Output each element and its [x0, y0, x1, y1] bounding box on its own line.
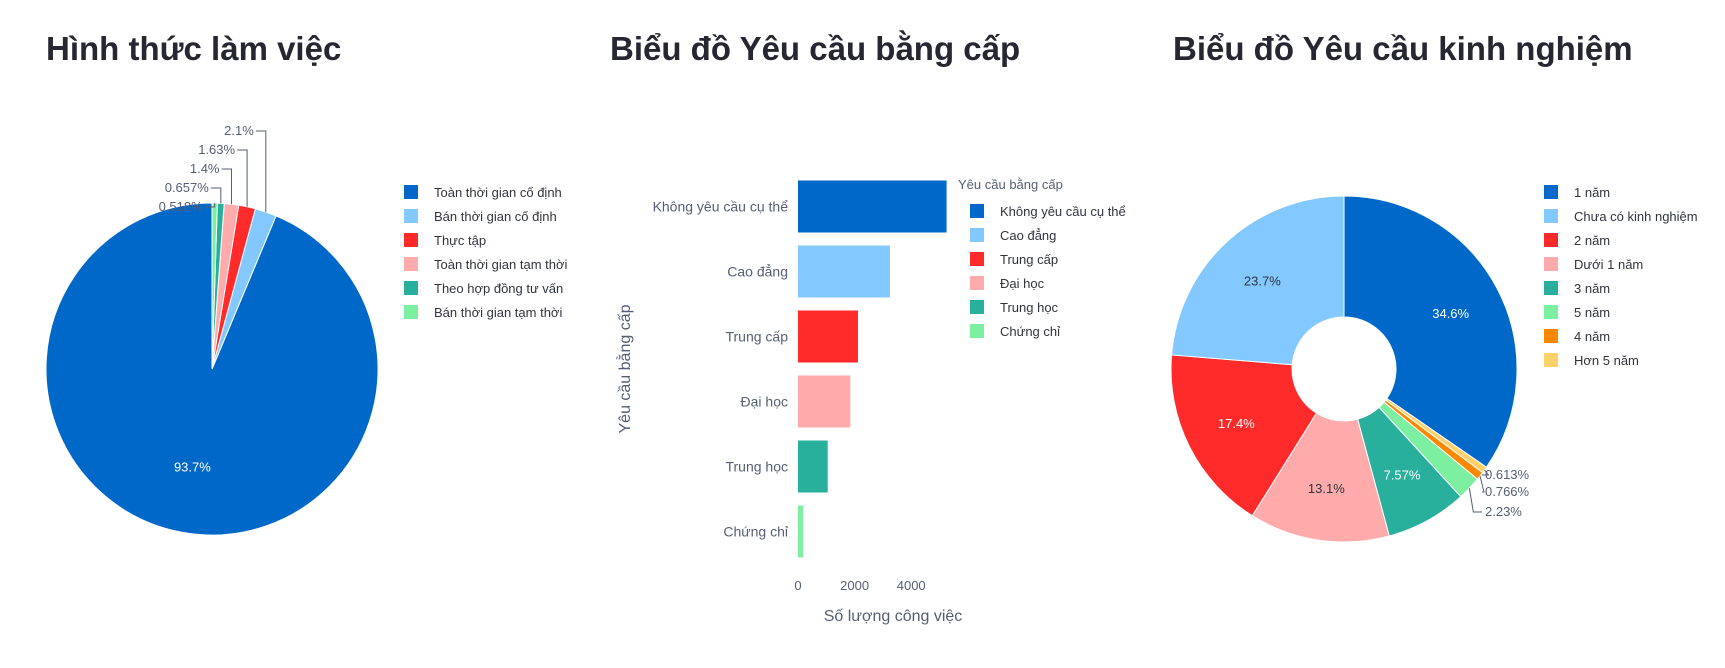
- bar-category-label-khong-yeu-cau-cu-the: Không yêu cầu cụ thể: [653, 199, 789, 215]
- bar-category-label-trung-hoc: Trung học: [725, 459, 788, 475]
- work-type-legend-label-theo-hop-dong-tu-van: Theo hợp đồng tư vấn: [434, 281, 563, 296]
- donut-slice-duoi-1-nam[interactable]: [1251, 412, 1390, 543]
- donut-value-label-4-nam: 0.766%: [1485, 484, 1530, 499]
- degree-legend-swatch-cao-dang[interactable]: [970, 228, 984, 242]
- pie-leader-line-thuc-tap: [237, 149, 248, 207]
- bar-cao-dang[interactable]: [798, 245, 890, 298]
- work-type-legend-swatch-toan-thoi-gian-tam-thoi[interactable]: [404, 257, 418, 271]
- experience-legend-label-hon-5-nam: Hơn 5 năm: [1574, 353, 1639, 368]
- x-tick-label-4000: 4000: [897, 578, 926, 593]
- experience-chart-title: Biểu đồ Yêu cầu kinh nghiệm: [1173, 30, 1633, 67]
- donut-value-label-2-nam: 17.4%: [1218, 416, 1255, 431]
- donut-value-label-hon-5-nam: 0.613%: [1485, 467, 1530, 482]
- experience-legend-swatch-5-nam[interactable]: [1544, 305, 1558, 319]
- experience-legend-swatch-duoi-1-nam[interactable]: [1544, 257, 1558, 271]
- experience-legend-label-4-nam: 4 năm: [1574, 329, 1610, 344]
- donut-value-label-5-nam: 2.23%: [1485, 504, 1522, 519]
- degree-legend-label-trung-cap: Trung cấp: [1000, 252, 1058, 267]
- degree-legend: Yêu cầu bằng cấp Không yêu cầu cụ thể Cao …: [958, 177, 1126, 339]
- work-type-legend-swatch-ban-thoi-gian-co-dinh[interactable]: [404, 209, 418, 223]
- degree-legend-label-cao-dang: Cao đẳng: [1000, 228, 1056, 243]
- experience-legend-label-3-nam: 3 năm: [1574, 281, 1610, 296]
- bar-category-label-chung-chi: Chứng chỉ: [723, 524, 789, 540]
- donut-leader-line-5-nam: [1468, 488, 1482, 513]
- experience-legend-label-2-nam: 2 năm: [1574, 233, 1610, 248]
- experience-legend-swatch-hon-5-nam[interactable]: [1544, 353, 1558, 367]
- pie-leader-line-ban-thoi-gian-co-dinh: [255, 130, 267, 212]
- bar-khong-yeu-cau-cu-the[interactable]: [798, 180, 947, 233]
- pie-leader-line-toan-thoi-gian-tam-thoi: [221, 168, 233, 205]
- donut-slice-2-nam[interactable]: [1170, 354, 1318, 517]
- degree-legend-title: Yêu cầu bằng cấp: [958, 177, 1063, 192]
- degree-legend-label-chung-chi: Chứng chỉ: [1000, 324, 1060, 339]
- pie-value-label-toan-thoi-gian-tam-thoi: 1.4%: [190, 161, 220, 176]
- experience-legend-label-duoi-1-nam: Dưới 1 năm: [1574, 257, 1643, 272]
- degree-legend-label-trung-hoc: Trung học: [1000, 300, 1059, 315]
- donut-value-label-3-nam: 7.57%: [1384, 468, 1421, 483]
- degree-legend-swatch-trung-hoc[interactable]: [970, 300, 984, 314]
- experience-legend-swatch-3-nam[interactable]: [1544, 281, 1558, 295]
- bar-category-label-cao-dang: Cao đẳng: [727, 263, 788, 280]
- work-type-legend-label-ban-thoi-gian-co-dinh: Bán thời gian cố định: [434, 209, 557, 224]
- work-type-legend-swatch-toan-thoi-gian-co-dinh[interactable]: [404, 185, 418, 199]
- degree-legend-swatch-dai-hoc[interactable]: [970, 276, 984, 290]
- work-type-legend-swatch-ban-thoi-gian-tam-thoi[interactable]: [404, 305, 418, 319]
- bar-dai-hoc[interactable]: [798, 375, 851, 428]
- bar-trung-hoc[interactable]: [798, 440, 828, 493]
- x-axis-label: Số lượng công việc: [824, 608, 963, 625]
- bar-category-label-trung-cap: Trung cấp: [725, 329, 788, 345]
- degree-legend-swatch-chung-chi[interactable]: [970, 324, 984, 338]
- donut-value-label-1-nam: 34.6%: [1432, 306, 1469, 321]
- donut-slice-1-nam[interactable]: [1343, 195, 1518, 468]
- donut-leader-line-hon-5-nam: [1482, 469, 1490, 476]
- pie-leader-line-theo-hop-dong-tu-van: [210, 187, 222, 204]
- pie-value-label-toan-thoi-gian-co-dinh: 93.7%: [174, 460, 211, 475]
- pie-value-label-theo-hop-dong-tu-van: 0.657%: [165, 180, 210, 195]
- experience-donut-chart: 34.6% 0.613% 0.766% 2.23% 7.57% 13.1% 17.4% 23.…: [1170, 195, 1530, 543]
- x-tick-label-0: 0: [794, 578, 801, 593]
- experience-legend-swatch-1-nam[interactable]: [1544, 185, 1558, 199]
- work-type-legend-swatch-thuc-tap[interactable]: [404, 233, 418, 247]
- y-axis-label: Yêu cầu bằng cấp: [615, 304, 634, 433]
- pie-value-label-ban-thoi-gian-co-dinh: 2.1%: [224, 123, 254, 138]
- pie-leader-line-ban-thoi-gian-tam-thoi: [204, 203, 216, 208]
- x-tick-label-2000: 2000: [840, 578, 869, 593]
- experience-legend-swatch-chua-co-kinh-nghiem[interactable]: [1544, 209, 1558, 223]
- work-type-legend-label-toan-thoi-gian-co-dinh: Toàn thời gian cố định: [434, 185, 562, 200]
- work-type-legend-label-toan-thoi-gian-tam-thoi: Toàn thời gian tạm thời: [434, 257, 568, 272]
- bar-chung-chi[interactable]: [798, 505, 804, 558]
- work-type-legend: Toàn thời gian cố định Bán thời gian cố đ…: [404, 185, 568, 320]
- degree-legend-swatch-khong-yeu-cau-cu-the[interactable]: [970, 204, 984, 218]
- donut-value-label-chua-co-kinh-nghiem: 23.7%: [1244, 273, 1281, 288]
- work-type-pie-chart: 93.7% 2.1% 1.63% 1.4% 0.657% 0.518%: [45, 123, 379, 536]
- degree-legend-label-khong-yeu-cau-cu-the: Không yêu cầu cụ thể: [1000, 204, 1126, 219]
- degree-bar-chart: Không yêu cầu cụ thể Cao đẳng Trung cấp Đại…: [615, 180, 963, 625]
- bar-category-label-dai-hoc: Đại học: [741, 394, 788, 410]
- experience-legend-label-chua-co-kinh-nghiem: Chưa có kinh nghiệm: [1574, 209, 1698, 224]
- work-type-legend-swatch-theo-hop-dong-tu-van[interactable]: [404, 281, 418, 295]
- experience-legend-swatch-4-nam[interactable]: [1544, 329, 1558, 343]
- degree-legend-label-dai-hoc: Đại học: [1000, 276, 1045, 291]
- bar-trung-cap[interactable]: [798, 310, 858, 363]
- degree-legend-swatch-trung-cap[interactable]: [970, 252, 984, 266]
- experience-legend-swatch-2-nam[interactable]: [1544, 233, 1558, 247]
- experience-legend-label-1-nam: 1 năm: [1574, 185, 1610, 200]
- pie-value-label-thuc-tap: 1.63%: [198, 142, 235, 157]
- work-type-legend-label-thuc-tap: Thực tập: [434, 233, 486, 248]
- experience-legend: 1 năm Chưa có kinh nghiệm 2 năm Dưới 1 năm 3…: [1544, 185, 1698, 368]
- work-type-title: Hình thức làm việc: [46, 30, 342, 67]
- donut-leader-line-4-nam: [1479, 475, 1485, 493]
- experience-legend-label-5-nam: 5 năm: [1574, 305, 1610, 320]
- donut-slice-chua-co-kinh-nghiem[interactable]: [1171, 195, 1345, 366]
- donut-value-label-duoi-1-nam: 13.1%: [1308, 481, 1345, 496]
- pie-value-label-ban-thoi-gian-tam-thoi: 0.518%: [159, 199, 204, 214]
- degree-chart-title: Biểu đồ Yêu cầu bằng cấp: [610, 30, 1021, 67]
- work-type-legend-label-ban-thoi-gian-tam-thoi: Bán thời gian tạm thời: [434, 305, 562, 320]
